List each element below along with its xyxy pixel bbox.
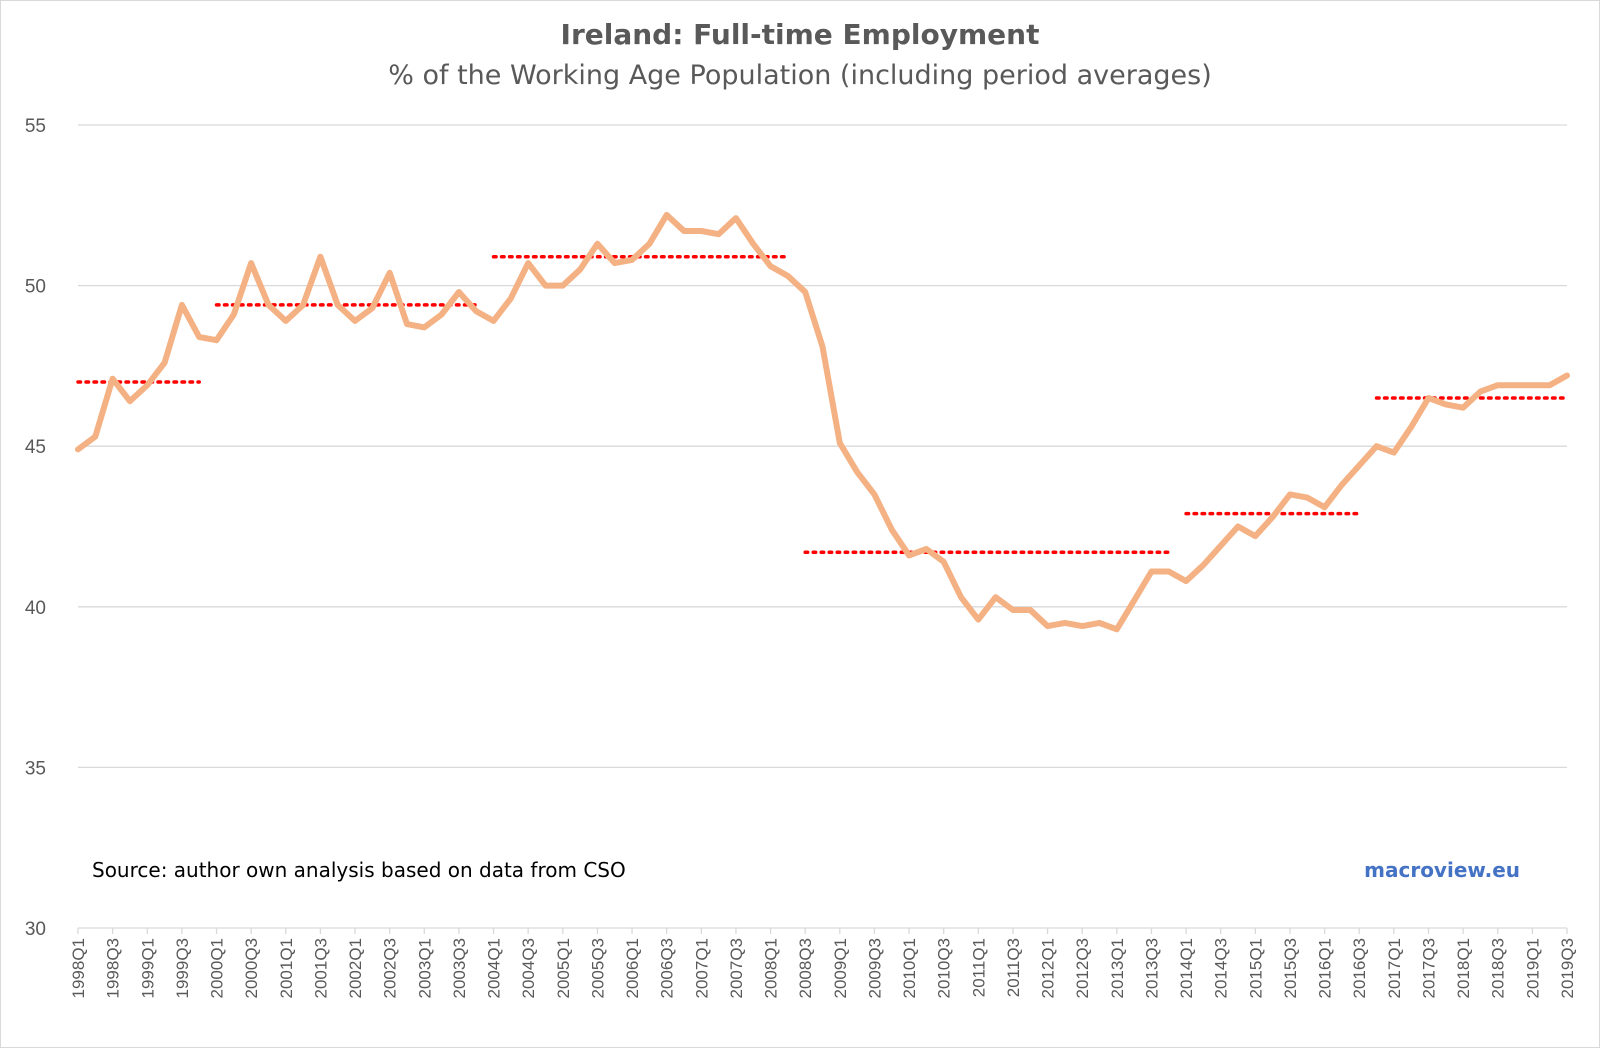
x-tick-label: 2004Q3 bbox=[519, 938, 538, 999]
brand-label: macroview.eu bbox=[1364, 858, 1520, 882]
x-tick-label: 2012Q3 bbox=[1073, 938, 1092, 999]
x-tick-label: 2018Q3 bbox=[1489, 938, 1508, 999]
x-tick-label: 1999Q1 bbox=[138, 938, 157, 999]
x-tick-label: 2000Q3 bbox=[242, 938, 261, 999]
x-tick-label: 2006Q3 bbox=[658, 938, 677, 999]
x-tick-label: 2014Q3 bbox=[1212, 938, 1231, 999]
x-tick-label: 2000Q1 bbox=[208, 938, 227, 999]
x-tick-label: 2011Q1 bbox=[969, 938, 988, 997]
x-tick-label: 2004Q1 bbox=[485, 938, 504, 999]
y-tick-label: 55 bbox=[25, 116, 46, 137]
x-tick-label: 2005Q3 bbox=[588, 938, 607, 999]
x-tick-label: 2017Q1 bbox=[1385, 938, 1404, 999]
x-tick-label: 2019Q1 bbox=[1523, 938, 1542, 999]
x-tick-label: 2005Q1 bbox=[554, 938, 573, 999]
x-tick-label: 2016Q3 bbox=[1350, 938, 1369, 999]
x-tick-label: 2018Q1 bbox=[1454, 938, 1473, 999]
x-tick-label: 2002Q1 bbox=[346, 938, 365, 999]
x-tick-label: 2019Q3 bbox=[1558, 938, 1577, 999]
x-tick-label: 2007Q1 bbox=[692, 938, 711, 999]
x-tick-label: 2008Q3 bbox=[796, 938, 815, 999]
x-tick-label: 2009Q3 bbox=[865, 938, 884, 999]
x-axis-ticks: 1998Q1 1998Q3 1999Q1 1999Q3 2000Q1 2000Q3 2001… bbox=[69, 928, 1577, 999]
x-tick-label: 2015Q1 bbox=[1246, 938, 1265, 999]
x-tick-label: 2001Q1 bbox=[277, 938, 296, 999]
x-tick-label: 2003Q1 bbox=[415, 938, 434, 999]
x-tick-label: 2013Q3 bbox=[1142, 938, 1161, 999]
x-tick-label: 2001Q3 bbox=[311, 938, 330, 999]
x-tick-label: 2016Q1 bbox=[1316, 938, 1335, 999]
x-tick-label: 2007Q3 bbox=[727, 938, 746, 999]
x-tick-label: 2015Q3 bbox=[1281, 938, 1300, 999]
source-note: Source: author own analysis based on dat… bbox=[92, 858, 626, 882]
x-tick-label: 2002Q3 bbox=[381, 938, 400, 999]
x-tick-label: 1998Q1 bbox=[69, 938, 88, 999]
y-axis-ticks: 30 35 40 45 50 55 bbox=[25, 116, 46, 940]
x-tick-label: 2010Q1 bbox=[900, 938, 919, 999]
x-tick-label: 2014Q1 bbox=[1177, 938, 1196, 999]
y-tick-label: 50 bbox=[25, 277, 46, 298]
x-tick-label: 2009Q1 bbox=[831, 938, 850, 999]
x-tick-label: 1999Q3 bbox=[173, 938, 192, 999]
x-tick-label: 2013Q1 bbox=[1108, 938, 1127, 999]
x-tick-label: 2008Q1 bbox=[762, 938, 781, 999]
x-tick-label: 1998Q3 bbox=[104, 938, 123, 999]
chart-title: Ireland: Full-time Employment bbox=[560, 18, 1040, 51]
x-tick-label: 2006Q1 bbox=[623, 938, 642, 999]
y-tick-label: 35 bbox=[25, 758, 46, 779]
x-tick-label: 2010Q3 bbox=[935, 938, 954, 999]
series-line bbox=[75, 211, 1570, 633]
x-tick-label: 2003Q3 bbox=[450, 938, 469, 999]
x-tick-label: 2017Q3 bbox=[1419, 938, 1438, 999]
y-tick-label: 30 bbox=[25, 919, 46, 940]
y-tick-label: 45 bbox=[25, 437, 46, 458]
gridlines bbox=[78, 124, 1567, 929]
series-lines bbox=[75, 211, 1570, 633]
chart-subtitle: % of the Working Age Population (includi… bbox=[388, 60, 1212, 91]
y-tick-label: 40 bbox=[25, 598, 46, 619]
x-tick-label: 2011Q3 bbox=[1004, 938, 1023, 997]
x-tick-label: 2012Q1 bbox=[1039, 938, 1058, 999]
